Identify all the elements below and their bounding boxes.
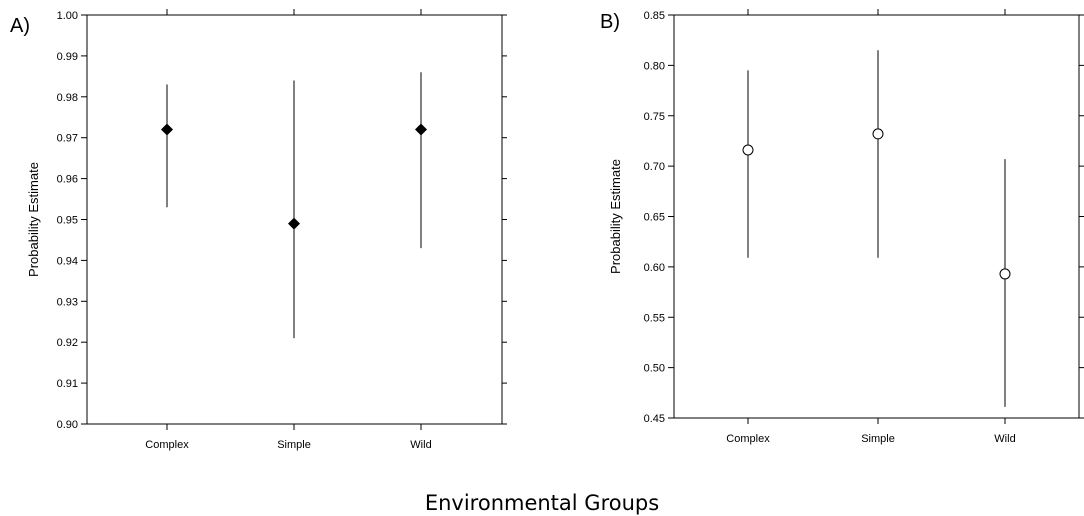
x-tick-label: Wild: [994, 433, 1015, 445]
figure-caption: Environmental Groups: [425, 491, 659, 515]
plot-frame: [673, 14, 1080, 419]
y-tick-label: 0.45: [644, 413, 665, 425]
y-tick-label: 0.97: [57, 133, 78, 145]
panel-a: A) 0.90 0.91 0.92 0.93 0.94 0.95 0.96 0.97 0.98 0.…: [10, 9, 507, 451]
y-tick-label: 0.95: [57, 215, 78, 227]
y-tick-label: 0.50: [644, 363, 665, 375]
x-tick-label: Complex: [145, 439, 189, 451]
y-tick-label: 0.65: [644, 212, 665, 224]
y-tick-label: 0.55: [644, 312, 665, 324]
y-tick-label: 0.93: [57, 296, 78, 308]
y-tick-label: 0.90: [57, 419, 78, 431]
x-tick-label: Simple: [861, 433, 895, 445]
panel-label: A): [10, 15, 30, 37]
y-tick-label: 0.96: [57, 174, 78, 186]
y-tick-label: 0.91: [57, 378, 78, 390]
x-tick-label: Complex: [726, 433, 770, 445]
panel-b: B) 0.45 0.50 0.55 0.60 0.65 0.70 0.75 0.80 0.85 Co…: [600, 9, 1084, 445]
y-tick-label: 0.70: [644, 161, 665, 173]
y-tick-label: 0.75: [644, 111, 665, 123]
y-axis-title: Probability Estimate: [26, 162, 41, 277]
y-tick-label: 0.80: [644, 60, 665, 72]
point-simple: [288, 217, 300, 230]
point-simple: [872, 128, 884, 140]
y-tick-label: 0.94: [57, 255, 78, 267]
panel-label: B): [600, 11, 620, 33]
y-tick-label: 1.00: [57, 10, 78, 22]
x-tick-label: Wild: [410, 439, 431, 451]
y-tick-label: 0.99: [57, 51, 78, 63]
x-tick-label: Simple: [277, 439, 311, 451]
point-wild: [999, 268, 1011, 280]
point-complex: [161, 123, 173, 136]
point-wild: [415, 123, 427, 136]
y-axis-title: Probability Estimate: [608, 159, 623, 274]
y-tick-label: 0.92: [57, 337, 78, 349]
y-tick-label: 0.98: [57, 92, 78, 104]
point-complex: [742, 144, 754, 156]
y-tick-label: 0.85: [644, 10, 665, 22]
y-tick-label: 0.60: [644, 262, 665, 274]
